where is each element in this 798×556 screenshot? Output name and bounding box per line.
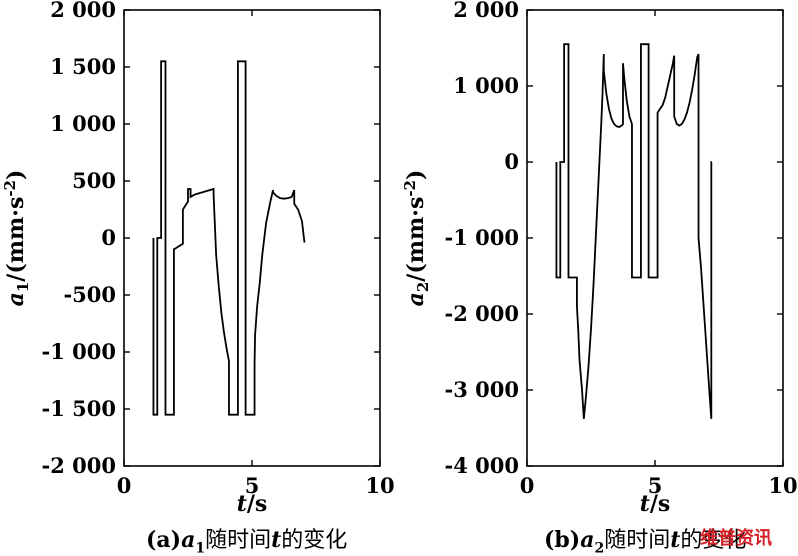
caption-a1-mid: 随时间	[205, 528, 272, 553]
series-line-a2	[555, 43, 713, 419]
y-axis-label-a1: a1/(mm·s-2)	[1, 170, 32, 307]
plot-frame-a1	[123, 9, 381, 467]
y-tick-label-a1: -1 000	[42, 339, 116, 364]
y-tick-label-a1: -500	[63, 282, 116, 307]
x-tick-label-a1: 0	[117, 473, 132, 498]
y-ticks-a1: 2 000 1 500 1 000 500 0 -500 -1 000 -1 500 -2 00…	[42, 0, 380, 478]
y-tick-label-a2: 0	[504, 149, 519, 174]
x-tick-label-a2: 10	[768, 473, 797, 498]
y-tick-label-a2: -3 000	[445, 377, 519, 402]
y-tick-label-a1: 500	[72, 168, 116, 193]
y-axis-label-a2: a2/(mm·s-2)	[401, 170, 432, 307]
y-tick-label-a2: -4 000	[445, 453, 519, 478]
caption-a2-mid: 随时间	[604, 528, 671, 553]
y-tick-label-a1: 1 000	[50, 111, 116, 136]
caption-a1-prefix: (a)	[146, 527, 182, 553]
caption-a1-suffix: 的变化	[281, 528, 348, 553]
watermark-logo: 维普资讯	[700, 524, 772, 550]
x-axis-label-a1: t/s	[237, 491, 268, 517]
y-tick-label-a1: -2 000	[42, 453, 116, 478]
series-line-a1	[152, 60, 306, 416]
chart-panel-a1: 2 000 1 500 1 000 500 0 -500 -1 000 -1 500 -2 00…	[1, 0, 395, 517]
chart-panel-a2: 2 000 1 000 0 -1 000 -2 000 -3 000 -4 000 0 5 10…	[401, 0, 798, 517]
y-tick-label-a1: 2 000	[50, 0, 116, 22]
caption-a2-var: a	[580, 527, 595, 553]
x-ticks-a1: 0 5 10	[117, 10, 395, 498]
y-tick-label-a1: 0	[101, 225, 116, 250]
x-tick-label-a2: 5	[648, 473, 663, 498]
y-tick-label-a2: -1 000	[445, 225, 519, 250]
caption-a1-sub: 1	[195, 540, 206, 556]
plot-frame-a2	[526, 9, 784, 467]
caption-a1-tvar: t	[271, 527, 282, 553]
caption-a2-prefix: (b)	[544, 527, 581, 553]
caption-a2: (b)a2随时间t的变化	[544, 522, 746, 556]
x-tick-label-a1: 10	[365, 473, 394, 498]
caption-a1-var: a	[181, 527, 196, 553]
y-ticks-a2: 2 000 1 000 0 -1 000 -2 000 -3 000 -4 000	[445, 0, 783, 478]
caption-a2-sub: 2	[594, 540, 605, 556]
x-axis-label-a2: t/s	[640, 491, 671, 517]
caption-a1: (a)a1随时间t的变化	[146, 522, 347, 556]
x-tick-label-a1: 5	[245, 473, 260, 498]
caption-a2-suffix: 的变化	[680, 528, 747, 553]
y-tick-label-a2: 1 000	[453, 73, 519, 98]
y-tick-label-a2: -2 000	[445, 301, 519, 326]
x-ticks-a2: 0 5 10	[520, 10, 798, 498]
caption-a2-tvar: t	[670, 527, 681, 553]
x-tick-label-a2: 0	[520, 473, 535, 498]
watermark-text: 维普资讯	[700, 528, 772, 549]
y-tick-label-a1: 1 500	[50, 54, 116, 79]
y-tick-label-a2: 2 000	[453, 0, 519, 22]
y-tick-label-a1: -1 500	[42, 396, 116, 421]
